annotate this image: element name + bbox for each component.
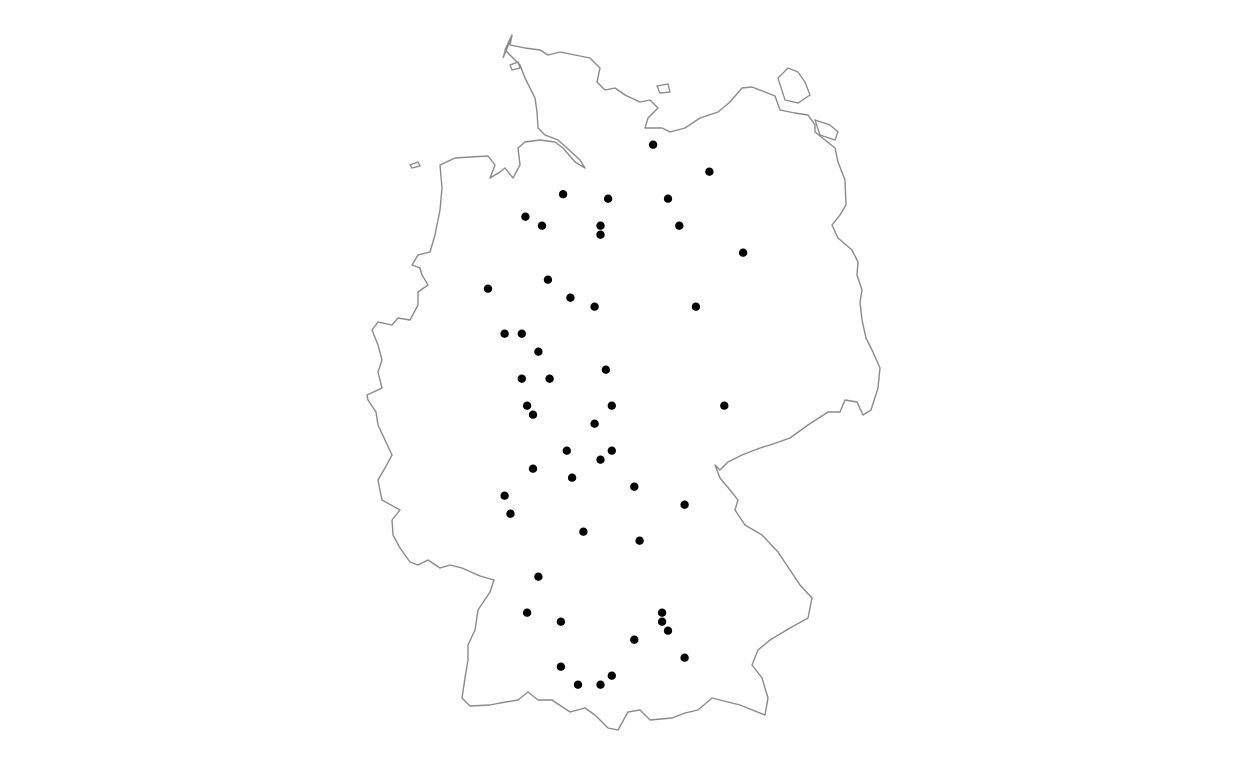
location-marker: [602, 366, 610, 374]
location-marker: [518, 375, 526, 383]
island-ruegen: [778, 68, 810, 103]
island-fehmarn: [657, 84, 670, 93]
location-marker: [563, 447, 571, 455]
location-marker: [720, 402, 728, 410]
location-marker: [574, 681, 582, 689]
location-marker: [506, 510, 514, 518]
location-marker: [664, 195, 672, 203]
location-marker: [596, 456, 604, 464]
location-marker: [608, 672, 616, 680]
location-marker: [658, 618, 666, 626]
location-marker: [608, 402, 616, 410]
location-marker: [521, 213, 529, 221]
location-marker: [559, 190, 567, 198]
germany-outline: [367, 35, 880, 730]
location-marker: [529, 465, 537, 473]
location-marker: [579, 528, 587, 536]
location-marker: [604, 195, 612, 203]
location-marker: [635, 537, 643, 545]
location-marker: [557, 663, 565, 671]
location-marker: [568, 474, 576, 482]
location-marker: [538, 222, 546, 230]
location-marker: [739, 249, 747, 257]
location-marker: [500, 492, 508, 500]
location-marker: [675, 222, 683, 230]
location-marker: [545, 375, 553, 383]
location-marker: [566, 294, 574, 302]
country-border: [367, 35, 880, 730]
island-usedom: [815, 120, 838, 140]
location-marker: [680, 501, 688, 509]
location-marker: [557, 618, 565, 626]
location-marker: [518, 330, 526, 338]
location-marker: [534, 573, 542, 581]
location-marker: [590, 303, 598, 311]
location-marker: [500, 330, 508, 338]
location-marker: [484, 285, 492, 293]
location-marker: [523, 609, 531, 617]
location-marker: [590, 420, 598, 428]
island-foehr: [510, 62, 520, 70]
location-marker: [523, 402, 531, 410]
location-marker: [692, 303, 700, 311]
markers-layer: [484, 141, 748, 689]
location-marker: [705, 168, 713, 176]
location-marker: [680, 654, 688, 662]
location-marker: [534, 348, 542, 356]
location-marker: [658, 609, 666, 617]
location-marker: [544, 276, 552, 284]
location-marker: [596, 681, 604, 689]
island-borkum: [410, 162, 420, 168]
location-marker: [664, 627, 672, 635]
location-marker: [596, 222, 604, 230]
location-marker: [608, 447, 616, 455]
location-marker: [630, 483, 638, 491]
location-marker: [596, 231, 604, 239]
location-marker: [630, 636, 638, 644]
location-marker: [529, 411, 537, 419]
location-marker: [649, 141, 657, 149]
